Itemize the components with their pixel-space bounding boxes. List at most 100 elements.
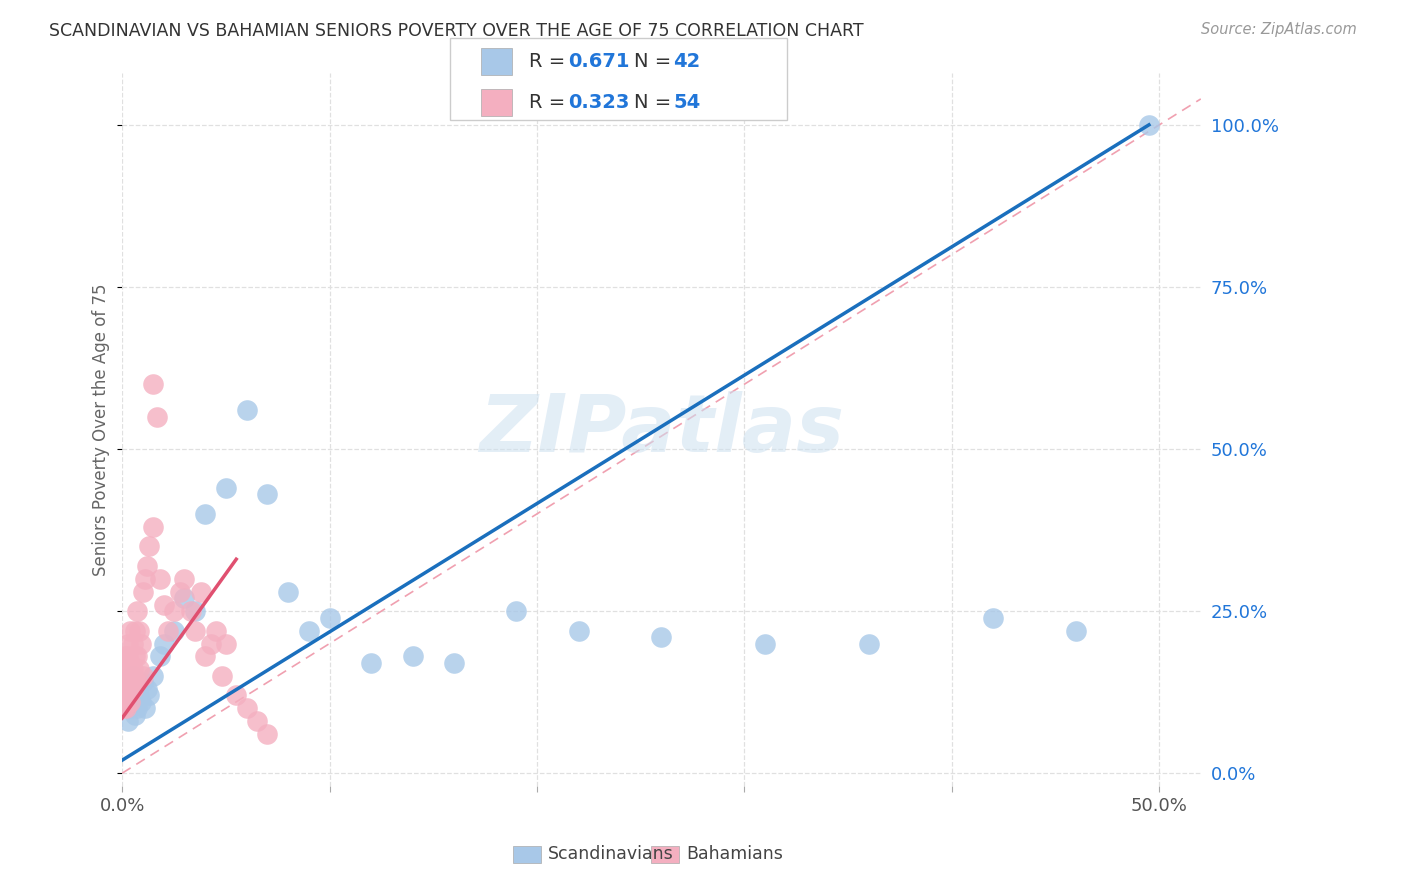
- Point: [112, 689, 135, 703]
- Point: [142, 669, 165, 683]
- Point: [225, 689, 247, 703]
- Text: R =: R =: [529, 93, 571, 112]
- Point: [112, 649, 135, 664]
- Point: [125, 604, 148, 618]
- Point: [124, 649, 146, 664]
- Point: [128, 689, 150, 703]
- Point: [180, 604, 202, 618]
- Point: [125, 675, 148, 690]
- Point: [112, 669, 135, 683]
- Text: N =: N =: [634, 52, 678, 70]
- Point: [136, 681, 159, 696]
- Point: [120, 695, 142, 709]
- Point: [1066, 624, 1088, 638]
- Point: [115, 701, 138, 715]
- Point: [128, 624, 150, 638]
- Point: [204, 624, 226, 638]
- Point: [117, 649, 139, 664]
- Point: [169, 584, 191, 599]
- Point: [120, 624, 142, 638]
- Point: [194, 507, 217, 521]
- Text: SCANDINAVIAN VS BAHAMIAN SENIORS POVERTY OVER THE AGE OF 75 CORRELATION CHART: SCANDINAVIAN VS BAHAMIAN SENIORS POVERTY…: [49, 22, 863, 40]
- Point: [128, 662, 150, 676]
- Point: [117, 689, 139, 703]
- Point: [156, 624, 179, 638]
- Point: [318, 610, 340, 624]
- Text: N =: N =: [634, 93, 678, 112]
- Point: [117, 714, 139, 729]
- Point: [148, 649, 170, 664]
- Point: [129, 636, 152, 650]
- Point: [173, 572, 195, 586]
- Point: [215, 636, 238, 650]
- Text: ZIPatlas: ZIPatlas: [479, 391, 844, 468]
- Point: [125, 701, 148, 715]
- Point: [983, 610, 1005, 624]
- Point: [115, 701, 138, 715]
- Text: Source: ZipAtlas.com: Source: ZipAtlas.com: [1201, 22, 1357, 37]
- Text: 0.323: 0.323: [568, 93, 630, 112]
- Point: [184, 604, 207, 618]
- Point: [124, 675, 146, 690]
- Point: [124, 624, 146, 638]
- Text: Scandinavians: Scandinavians: [548, 845, 673, 863]
- Point: [200, 636, 222, 650]
- Point: [115, 689, 138, 703]
- Point: [246, 714, 269, 729]
- Point: [211, 669, 233, 683]
- Point: [148, 572, 170, 586]
- Text: 54: 54: [673, 93, 700, 112]
- Point: [121, 695, 143, 709]
- Point: [401, 649, 423, 664]
- Point: [567, 624, 589, 638]
- Point: [754, 636, 776, 650]
- Point: [121, 681, 143, 696]
- Point: [173, 591, 195, 606]
- Point: [277, 584, 299, 599]
- Point: [115, 675, 138, 690]
- Point: [235, 403, 257, 417]
- Point: [112, 701, 135, 715]
- Point: [115, 675, 138, 690]
- Point: [112, 689, 135, 703]
- Point: [1137, 118, 1160, 132]
- Point: [858, 636, 880, 650]
- Point: [120, 656, 142, 670]
- Point: [121, 669, 143, 683]
- Point: [120, 675, 142, 690]
- Point: [124, 707, 146, 722]
- Text: R =: R =: [529, 52, 571, 70]
- Point: [235, 701, 257, 715]
- Point: [142, 520, 165, 534]
- Point: [138, 539, 160, 553]
- Y-axis label: Seniors Poverty Over the Age of 75: Seniors Poverty Over the Age of 75: [93, 284, 110, 576]
- Point: [256, 727, 278, 741]
- Point: [129, 695, 152, 709]
- Point: [121, 636, 143, 650]
- Point: [190, 584, 212, 599]
- Point: [117, 681, 139, 696]
- Point: [443, 656, 465, 670]
- Point: [194, 649, 217, 664]
- Point: [138, 689, 160, 703]
- Text: 42: 42: [673, 52, 700, 70]
- Point: [132, 669, 155, 683]
- Point: [152, 636, 174, 650]
- Point: [136, 558, 159, 573]
- Point: [215, 481, 238, 495]
- Point: [650, 630, 672, 644]
- Point: [184, 624, 207, 638]
- Point: [134, 701, 156, 715]
- Point: [120, 701, 142, 715]
- Text: Bahamians: Bahamians: [686, 845, 783, 863]
- Text: 0.671: 0.671: [568, 52, 630, 70]
- Point: [115, 656, 138, 670]
- Point: [298, 624, 321, 638]
- Point: [360, 656, 382, 670]
- Point: [124, 681, 146, 696]
- Point: [117, 636, 139, 650]
- Point: [121, 662, 143, 676]
- Point: [132, 584, 155, 599]
- Point: [142, 377, 165, 392]
- Point: [163, 624, 186, 638]
